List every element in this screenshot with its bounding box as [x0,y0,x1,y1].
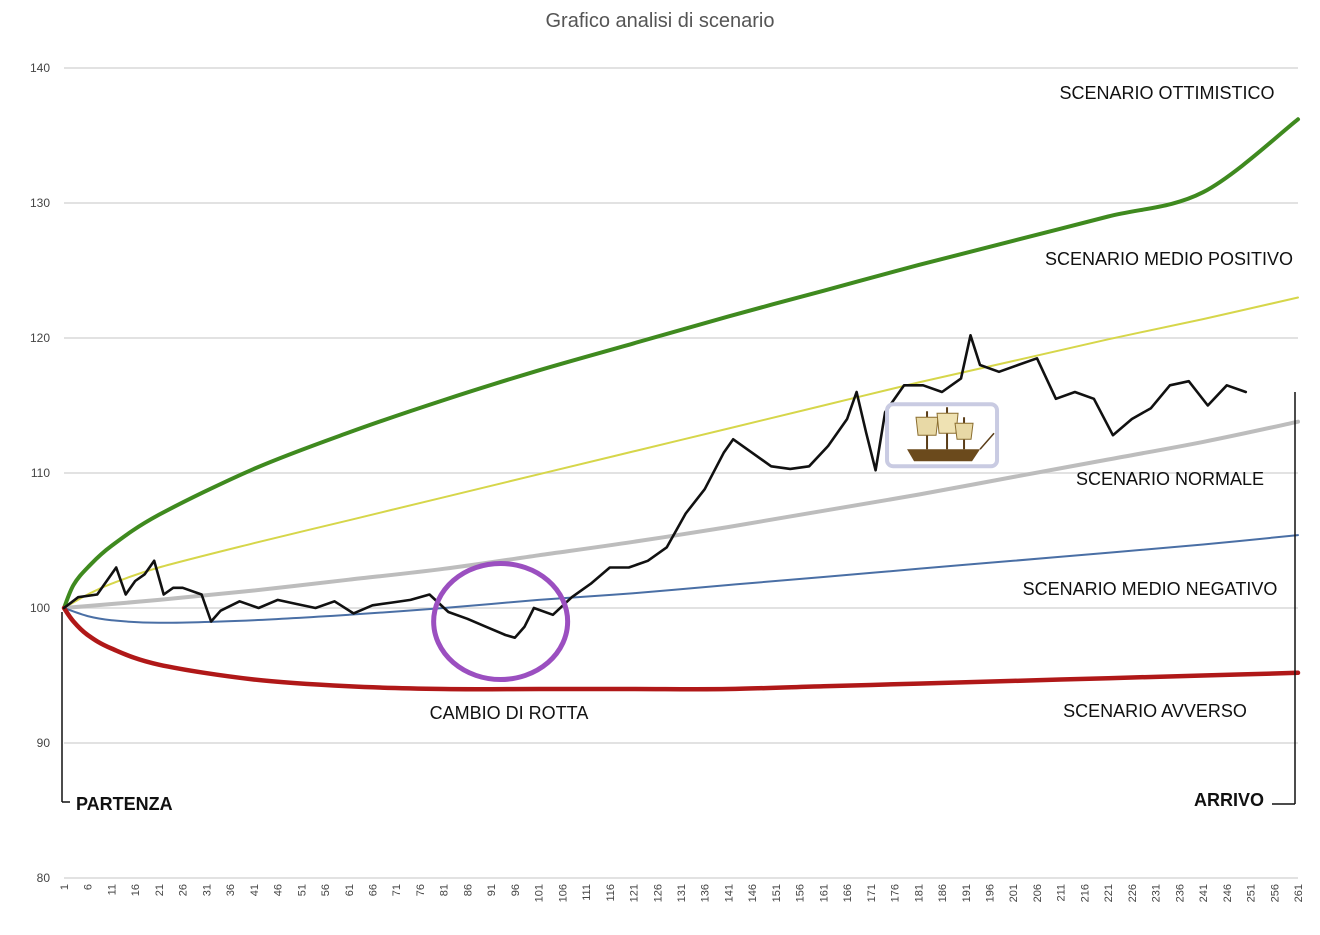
x-tick-label: 201 [1008,884,1020,902]
x-tick-label: 41 [249,884,261,896]
series-line-ottimistico [62,117,1300,610]
label-scenario-medio-positivo: SCENARIO MEDIO POSITIVO [1045,249,1293,269]
x-tick-label: 256 [1269,884,1281,902]
x-tick-label: 251 [1246,884,1258,902]
x-tick-label: 196 [985,884,997,902]
x-tick-label: 96 [510,884,522,896]
x-tick-label: 6 [83,884,95,890]
label-arrivo: ARRIVO [1194,790,1264,810]
x-tick-label: 91 [486,884,498,896]
label-scenario-avverso: SCENARIO AVVERSO [1063,701,1247,721]
label-scenario-medio-negativo: SCENARIO MEDIO NEGATIVO [1023,579,1278,599]
x-tick-label: 176 [890,884,902,902]
x-tick-label: 231 [1151,884,1163,902]
label-cambio-di-rotta: CAMBIO DI ROTTA [430,703,589,723]
x-tick-label: 21 [154,884,166,896]
x-tick-label: 211 [1056,884,1068,902]
time-brackets [61,392,1296,805]
x-tick-label: 101 [534,884,546,902]
x-tick-label: 26 [178,884,190,896]
series-line-avverso [61,605,1301,692]
cambio-di-rotta-circle [431,561,571,682]
x-tick-label: 166 [842,884,854,902]
x-tick-label: 51 [296,884,308,896]
x-tick-label: 56 [320,884,332,896]
x-axis-ticks: 1 6 11 16 21 26 31 36 41 46 51 56 61 66 71 76 81 86 91 96 10… [59,884,1305,902]
x-tick-label: 16 [130,884,142,896]
x-tick-label: 226 [1127,884,1139,902]
x-tick-label: 61 [344,884,356,896]
x-tick-label: 246 [1222,884,1234,902]
x-tick-label: 146 [747,884,759,902]
x-tick-label: 236 [1174,884,1186,902]
x-tick-label: 126 [652,884,664,902]
series-line-actual [62,334,1248,639]
x-tick-label: 241 [1198,884,1210,902]
series-line-medio-positivo [63,296,1299,609]
x-tick-label: 66 [368,884,380,896]
x-tick-label: 221 [1103,884,1115,902]
x-tick-label: 216 [1079,884,1091,902]
x-tick-label: 131 [676,884,688,902]
x-tick-label: 86 [462,884,474,896]
x-tick-label: 136 [700,884,712,902]
y-tick-label: 130 [30,196,50,210]
chart-title: Grafico analisi di scenario [546,10,775,32]
y-tick-label: 90 [37,736,51,750]
x-tick-label: 261 [1293,884,1305,902]
x-tick-label: 11 [106,884,118,895]
x-tick-label: 121 [629,884,641,902]
x-tick-label: 76 [415,884,427,896]
x-tick-label: 116 [605,884,617,902]
x-tick-label: 46 [273,884,285,896]
x-tick-label: 81 [439,884,451,896]
y-tick-label: 100 [30,601,50,615]
y-tick-label: 140 [30,61,50,75]
x-tick-label: 111 [581,884,593,901]
x-tick-label: 106 [557,884,569,902]
x-tick-label: 186 [937,884,949,902]
scenario-labels: SCENARIO OTTIMISTICO SCENARIO MEDIO POSI… [76,83,1293,814]
grid [64,67,1298,879]
x-tick-label: 31 [201,884,213,896]
x-tick-label: 36 [225,884,237,896]
x-tick-label: 141 [723,884,735,902]
label-scenario-ottimistico: SCENARIO OTTIMISTICO [1059,83,1274,103]
x-tick-label: 156 [795,884,807,902]
annotations [431,402,1000,682]
x-tick-label: 191 [961,884,973,902]
series-line-normale [62,419,1300,610]
label-partenza: PARTENZA [76,794,173,814]
x-tick-label: 181 [913,884,925,902]
y-axis-ticks: 80 90 100 110 120 130 140 [30,61,50,885]
series-line-medio-negativo [63,534,1299,624]
x-tick-label: 1 [59,884,71,890]
series-lines [61,117,1301,692]
x-tick-label: 161 [818,884,830,902]
x-tick-label: 71 [391,884,403,896]
y-tick-label: 120 [30,331,50,345]
x-tick-label: 171 [866,884,878,902]
y-tick-label: 80 [37,871,51,885]
sailing-ship-icon [885,402,1000,469]
y-tick-label: 110 [31,466,50,480]
x-tick-label: 206 [1032,884,1044,902]
x-tick-label: 151 [771,884,783,902]
label-scenario-normale: SCENARIO NORMALE [1076,469,1264,489]
